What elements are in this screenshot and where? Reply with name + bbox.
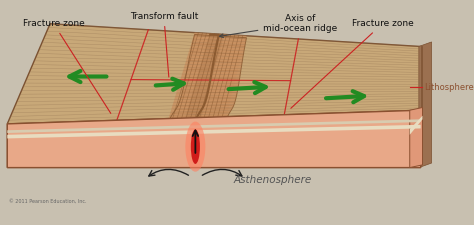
Text: Lithosphere: Lithosphere (424, 83, 474, 92)
Polygon shape (188, 51, 242, 57)
Polygon shape (192, 37, 246, 44)
Polygon shape (7, 110, 420, 168)
Polygon shape (177, 87, 234, 91)
Polygon shape (202, 56, 219, 61)
Polygon shape (175, 91, 233, 96)
Polygon shape (186, 109, 204, 114)
Text: Transform fault: Transform fault (130, 12, 198, 77)
Polygon shape (193, 87, 210, 91)
Polygon shape (185, 60, 240, 65)
Polygon shape (185, 113, 203, 118)
Polygon shape (197, 74, 213, 78)
Polygon shape (199, 65, 216, 69)
Polygon shape (181, 73, 237, 78)
Polygon shape (182, 69, 238, 74)
Polygon shape (191, 91, 209, 96)
Text: Axis of
mid-ocean ridge: Axis of mid-ocean ridge (219, 14, 337, 38)
Polygon shape (208, 34, 224, 39)
Polygon shape (195, 78, 212, 83)
Polygon shape (7, 125, 420, 138)
Polygon shape (201, 60, 217, 65)
Polygon shape (189, 100, 206, 105)
Polygon shape (190, 96, 208, 100)
Ellipse shape (185, 122, 205, 172)
Polygon shape (186, 55, 241, 61)
Polygon shape (203, 51, 219, 56)
Polygon shape (170, 108, 228, 114)
Polygon shape (168, 34, 246, 122)
Polygon shape (7, 24, 420, 124)
Polygon shape (420, 47, 422, 110)
Polygon shape (206, 42, 222, 47)
Polygon shape (194, 82, 211, 87)
Text: Fracture zone: Fracture zone (23, 19, 111, 113)
Polygon shape (7, 117, 420, 133)
Polygon shape (410, 116, 422, 135)
Polygon shape (193, 33, 246, 40)
Polygon shape (207, 38, 223, 43)
Polygon shape (204, 47, 221, 52)
Text: Asthenosphere: Asthenosphere (234, 175, 312, 185)
Polygon shape (183, 64, 239, 70)
Polygon shape (7, 119, 420, 133)
Polygon shape (188, 104, 205, 109)
Polygon shape (410, 108, 422, 168)
Polygon shape (174, 95, 232, 100)
Polygon shape (419, 42, 432, 168)
Polygon shape (7, 110, 420, 168)
Polygon shape (168, 112, 228, 119)
Polygon shape (173, 100, 231, 105)
Text: Fracture zone: Fracture zone (291, 19, 413, 108)
Polygon shape (191, 42, 245, 49)
Polygon shape (198, 69, 215, 74)
Polygon shape (180, 78, 236, 83)
Text: © 2011 Pearson Education, Inc.: © 2011 Pearson Education, Inc. (9, 199, 87, 204)
Polygon shape (189, 46, 243, 53)
Polygon shape (171, 104, 229, 110)
Polygon shape (178, 82, 235, 87)
Ellipse shape (191, 129, 200, 164)
